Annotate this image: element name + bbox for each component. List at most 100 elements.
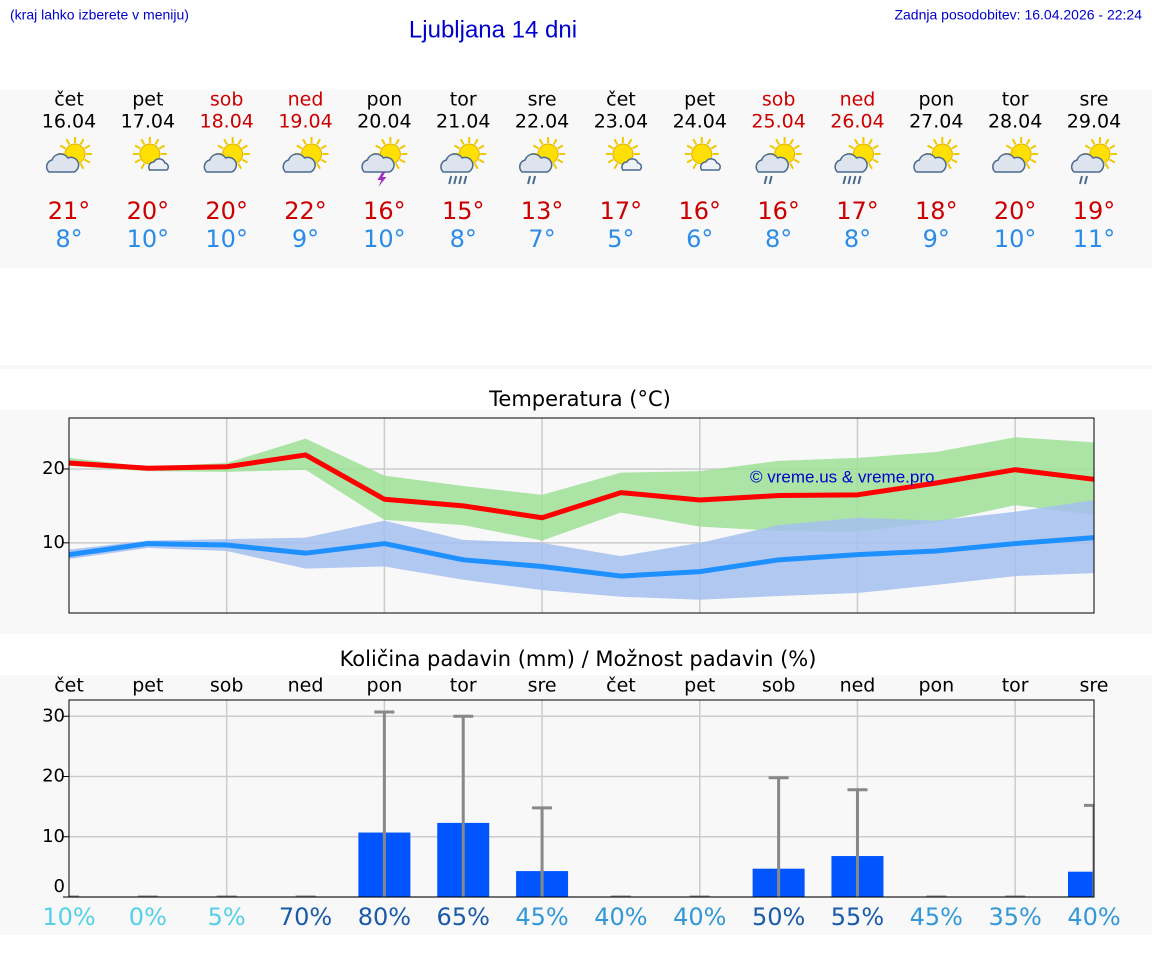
sun-ray bbox=[692, 163, 698, 170]
rain-drop bbox=[763, 175, 768, 185]
day-date: 19.04 bbox=[278, 111, 332, 133]
precip-probability: 35% bbox=[988, 903, 1041, 931]
sun-ray bbox=[395, 138, 400, 145]
cloud bbox=[755, 153, 789, 173]
temp-low: 7° bbox=[528, 225, 555, 253]
sun-ray bbox=[552, 138, 558, 145]
x-tick-label: pon bbox=[918, 675, 954, 697]
sun-ray bbox=[692, 138, 698, 145]
temp-high: 20° bbox=[127, 197, 170, 225]
precip-probability: 40% bbox=[673, 903, 726, 931]
temp-line bbox=[68, 535, 1095, 579]
x-tick-label: ned bbox=[840, 675, 876, 697]
weather-icon bbox=[834, 137, 881, 185]
x-tick-label: čet bbox=[606, 675, 636, 697]
sun-ray bbox=[872, 158, 879, 164]
temp-low: 6° bbox=[686, 225, 713, 253]
sun-ray bbox=[375, 144, 382, 150]
sun-ray bbox=[473, 163, 479, 170]
precip-probability: 5% bbox=[208, 903, 246, 931]
precip-probability: 65% bbox=[437, 903, 490, 931]
temp-low: 10° bbox=[363, 225, 406, 253]
header-note: (kraj lahko izberete v meniju) bbox=[10, 7, 189, 23]
y-tick-label: 20 bbox=[42, 458, 65, 479]
sun-ray bbox=[140, 138, 146, 145]
sun-ray bbox=[607, 144, 614, 150]
x-tick-label: čet bbox=[54, 675, 84, 697]
temp-low: 8° bbox=[450, 225, 477, 253]
day-name: ned bbox=[288, 89, 324, 111]
weather-icon bbox=[132, 137, 169, 171]
weather-icon bbox=[1070, 137, 1117, 185]
precip-probability: 40% bbox=[1067, 903, 1120, 931]
sun-ray bbox=[1011, 138, 1017, 145]
sun-ray bbox=[79, 138, 85, 145]
sun-ray bbox=[1025, 138, 1031, 145]
temp-high: 17° bbox=[600, 197, 643, 225]
sun-ray bbox=[478, 144, 485, 150]
sun-ray bbox=[552, 163, 558, 170]
sun-ray bbox=[793, 144, 800, 150]
sun-ray bbox=[241, 158, 248, 164]
day-date: 16.04 bbox=[42, 111, 96, 133]
temp-high: 20° bbox=[205, 197, 248, 225]
rain-drop bbox=[857, 175, 862, 185]
precip-probability: 45% bbox=[910, 903, 963, 931]
plot-area bbox=[69, 700, 1094, 897]
day-date: 25.04 bbox=[751, 111, 805, 133]
header-title: Ljubljana 14 dni bbox=[409, 16, 577, 43]
temp-high: 17° bbox=[836, 197, 879, 225]
temp-low: 8° bbox=[765, 225, 792, 253]
x-tick-label: pet bbox=[684, 675, 715, 697]
y-tick-label: 10 bbox=[42, 532, 65, 553]
temp-low: 9° bbox=[923, 225, 950, 253]
rain-drop bbox=[852, 175, 857, 185]
temp-high: 22° bbox=[284, 197, 327, 225]
sun-ray bbox=[237, 138, 243, 145]
day-date: 20.04 bbox=[357, 111, 411, 133]
sun-ray bbox=[686, 158, 693, 164]
sun-ray bbox=[1084, 144, 1091, 150]
cloud bbox=[834, 153, 868, 173]
precip-probability: 55% bbox=[831, 903, 884, 931]
weather-icon bbox=[605, 137, 643, 171]
chart-title: Količina padavin (mm) / Možnost padavin … bbox=[340, 647, 817, 671]
sun-ray bbox=[140, 163, 146, 170]
range-band bbox=[69, 499, 1094, 600]
sun-ray bbox=[532, 144, 540, 150]
rain-drop bbox=[527, 175, 532, 185]
day-name: tor bbox=[1002, 89, 1029, 111]
range-band bbox=[69, 437, 1094, 541]
day-name: pon bbox=[918, 89, 954, 111]
sun-ray bbox=[84, 158, 91, 164]
sun-ray bbox=[381, 138, 386, 145]
sun-ray bbox=[613, 163, 619, 170]
y-tick-label: 20 bbox=[42, 766, 65, 787]
precip-probability: 0% bbox=[129, 903, 167, 931]
cloud bbox=[361, 153, 395, 173]
sun-ray bbox=[789, 163, 794, 170]
rain-drop bbox=[847, 175, 852, 185]
y-tick-label: 10 bbox=[42, 826, 65, 847]
temp-low: 10° bbox=[205, 225, 248, 253]
sun-ray bbox=[134, 144, 141, 150]
sun-ray bbox=[241, 144, 248, 150]
sun-ray bbox=[454, 144, 461, 150]
x-tick-label: ned bbox=[288, 675, 324, 697]
sun-ray bbox=[237, 163, 243, 170]
cloud bbox=[148, 158, 169, 171]
sun-ray bbox=[316, 163, 321, 170]
precip-probability: 80% bbox=[358, 903, 411, 931]
day-name: tor bbox=[450, 89, 477, 111]
temp-high: 16° bbox=[678, 197, 721, 225]
day-date: 28.04 bbox=[988, 111, 1042, 133]
day-name: sre bbox=[1080, 89, 1109, 111]
x-tick-label: sre bbox=[1080, 675, 1109, 697]
y-tick-label: 30 bbox=[42, 705, 65, 726]
day-date: 18.04 bbox=[199, 111, 253, 133]
temp-high: 18° bbox=[915, 197, 958, 225]
sun-ray bbox=[65, 138, 71, 145]
precip-probability: 45% bbox=[515, 903, 568, 931]
sun-ray bbox=[158, 144, 166, 150]
